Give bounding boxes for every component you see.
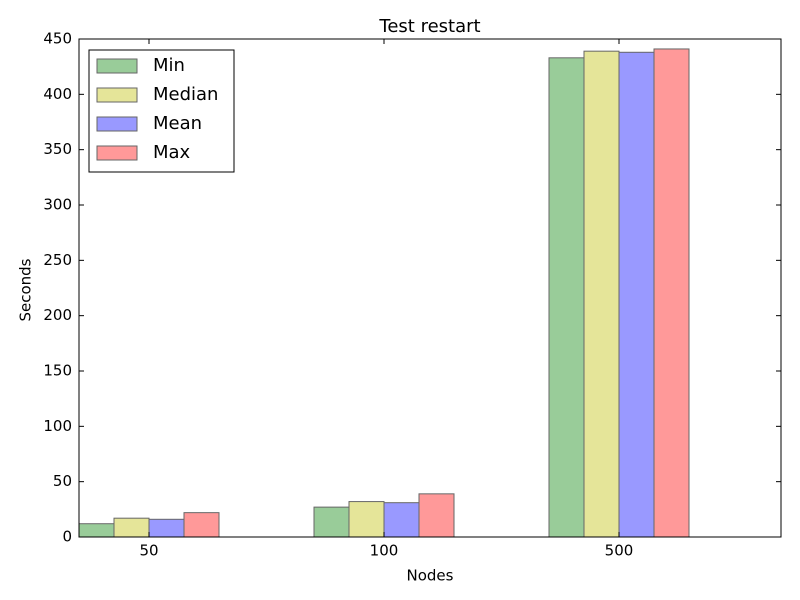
bar — [148, 518, 185, 538]
x-tick-label: 50 — [139, 542, 158, 560]
x-axis-label: Nodes — [407, 567, 454, 585]
y-tick-label: 350 — [43, 140, 72, 158]
chart-title: Test restart — [378, 16, 480, 37]
x-tick-label: 100 — [370, 542, 399, 560]
bar — [653, 48, 690, 538]
x-tick-label: 500 — [605, 542, 634, 560]
bar — [583, 50, 620, 538]
bar — [78, 523, 115, 538]
y-tick-label: 200 — [43, 306, 72, 324]
y-tick-label: 0 — [62, 528, 72, 546]
legend-swatch — [96, 58, 138, 74]
bar — [113, 517, 150, 538]
legend-swatch — [96, 145, 138, 161]
legend-label: Max — [153, 142, 191, 163]
legend-swatch — [96, 87, 138, 103]
bar — [183, 512, 220, 538]
y-axis-label: Seconds — [17, 258, 35, 321]
bar — [383, 502, 420, 538]
bar — [313, 506, 350, 538]
legend-label: Min — [153, 55, 185, 76]
bar — [618, 51, 655, 538]
y-tick-label: 250 — [43, 251, 72, 269]
y-tick-label: 450 — [43, 30, 72, 48]
bar — [418, 493, 455, 538]
legend-swatch — [96, 116, 138, 132]
bar — [548, 57, 585, 538]
legend-label: Mean — [153, 113, 202, 134]
y-tick-label: 100 — [43, 417, 72, 435]
y-tick-label: 150 — [43, 362, 72, 380]
plot-frame — [78, 38, 782, 538]
bar — [348, 501, 385, 538]
y-tick-label: 400 — [43, 85, 72, 103]
legend-label: Median — [153, 84, 218, 105]
y-tick-label: 50 — [53, 472, 72, 490]
y-tick-label: 300 — [43, 196, 72, 214]
